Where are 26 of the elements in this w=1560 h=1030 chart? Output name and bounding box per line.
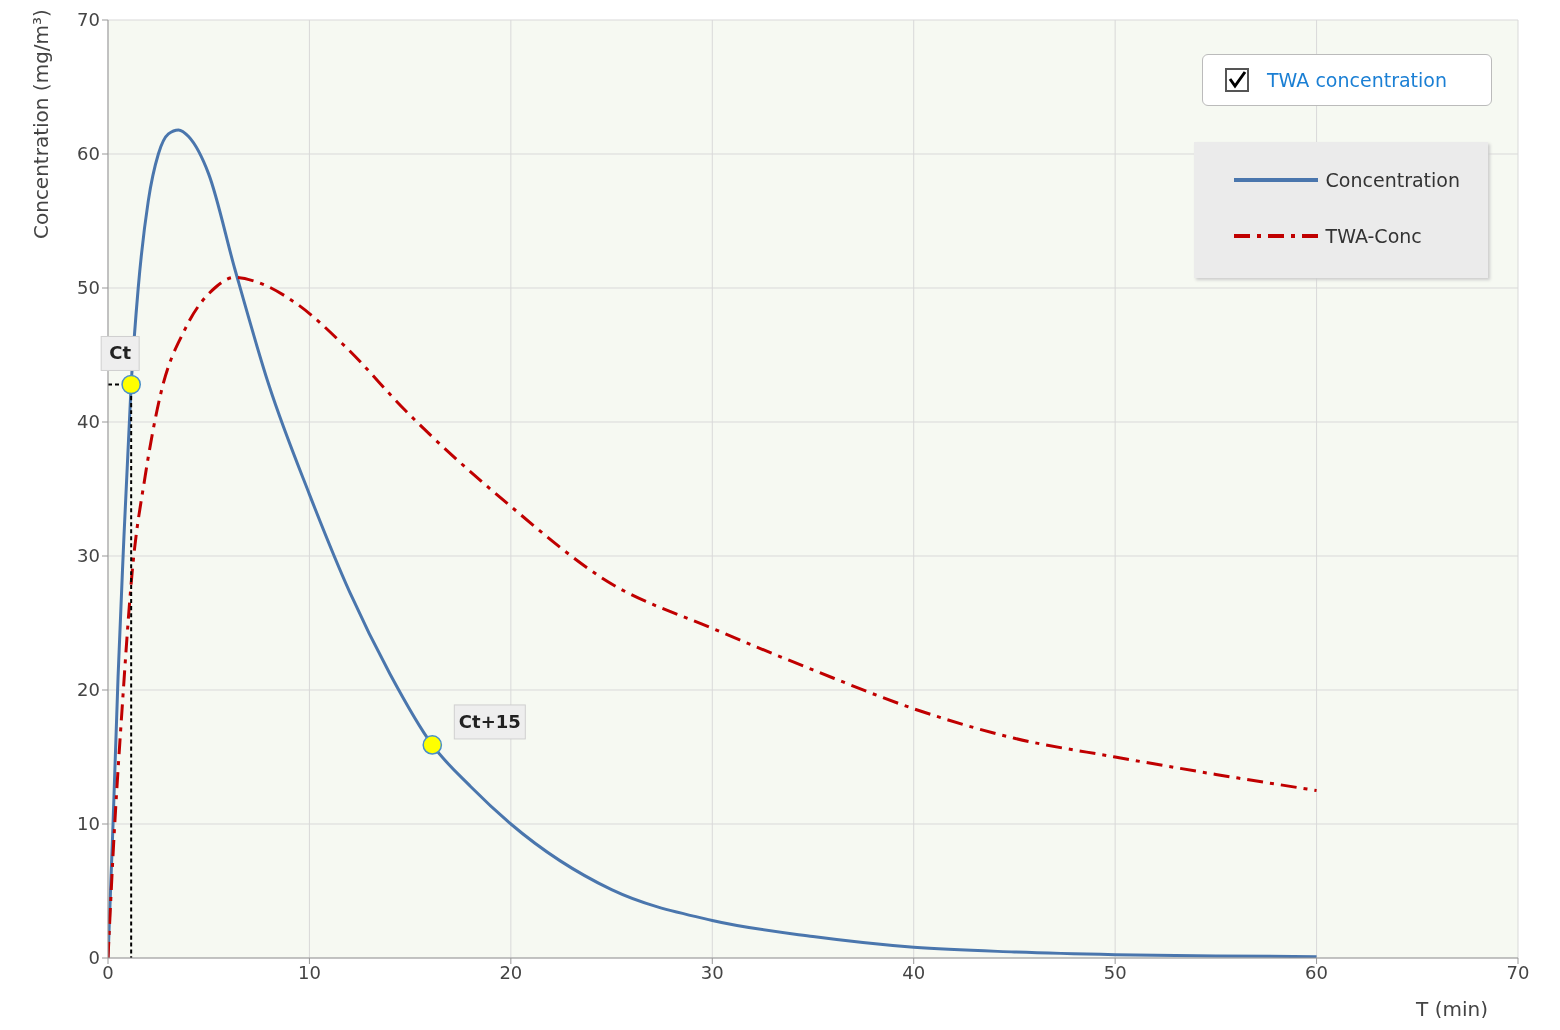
y-tick-label: 30	[77, 545, 100, 567]
checkbox-field: TWA concentration	[1202, 54, 1492, 106]
legend-label: TWA-Conc	[1325, 225, 1422, 247]
x-tick-label: 70	[1506, 961, 1530, 983]
x-tick-label: 30	[700, 961, 724, 983]
line-series	[108, 275, 1319, 958]
legend-label: Concentration	[1325, 169, 1460, 191]
y-tick-label: 10	[77, 813, 100, 835]
x-tick-label: 50	[1103, 961, 1127, 983]
x-tick-label: 40	[902, 961, 926, 983]
x-tick-label: 20	[499, 961, 523, 983]
x-tick-label: 60	[1305, 961, 1329, 983]
annotation: TWA concentration	[1267, 69, 1447, 91]
y-tick-label: 0	[88, 947, 100, 969]
y-tick-label: 20	[77, 679, 100, 701]
y-tick-label: 40	[77, 411, 100, 433]
y-tick-label: 50	[77, 277, 100, 299]
x-axis-title: T (min)	[1415, 997, 1488, 1021]
annotation: Ct	[109, 342, 132, 364]
y-tick-label: 70	[77, 9, 100, 31]
x-tick-label: 0	[102, 961, 114, 983]
y-axis-title: Concentration (mg/m³)	[29, 9, 54, 239]
line-series	[108, 128, 1319, 958]
x-tick-label: 10	[297, 961, 321, 983]
y-tick-label: 60	[77, 143, 100, 165]
annotation: Ct+15	[458, 710, 521, 732]
